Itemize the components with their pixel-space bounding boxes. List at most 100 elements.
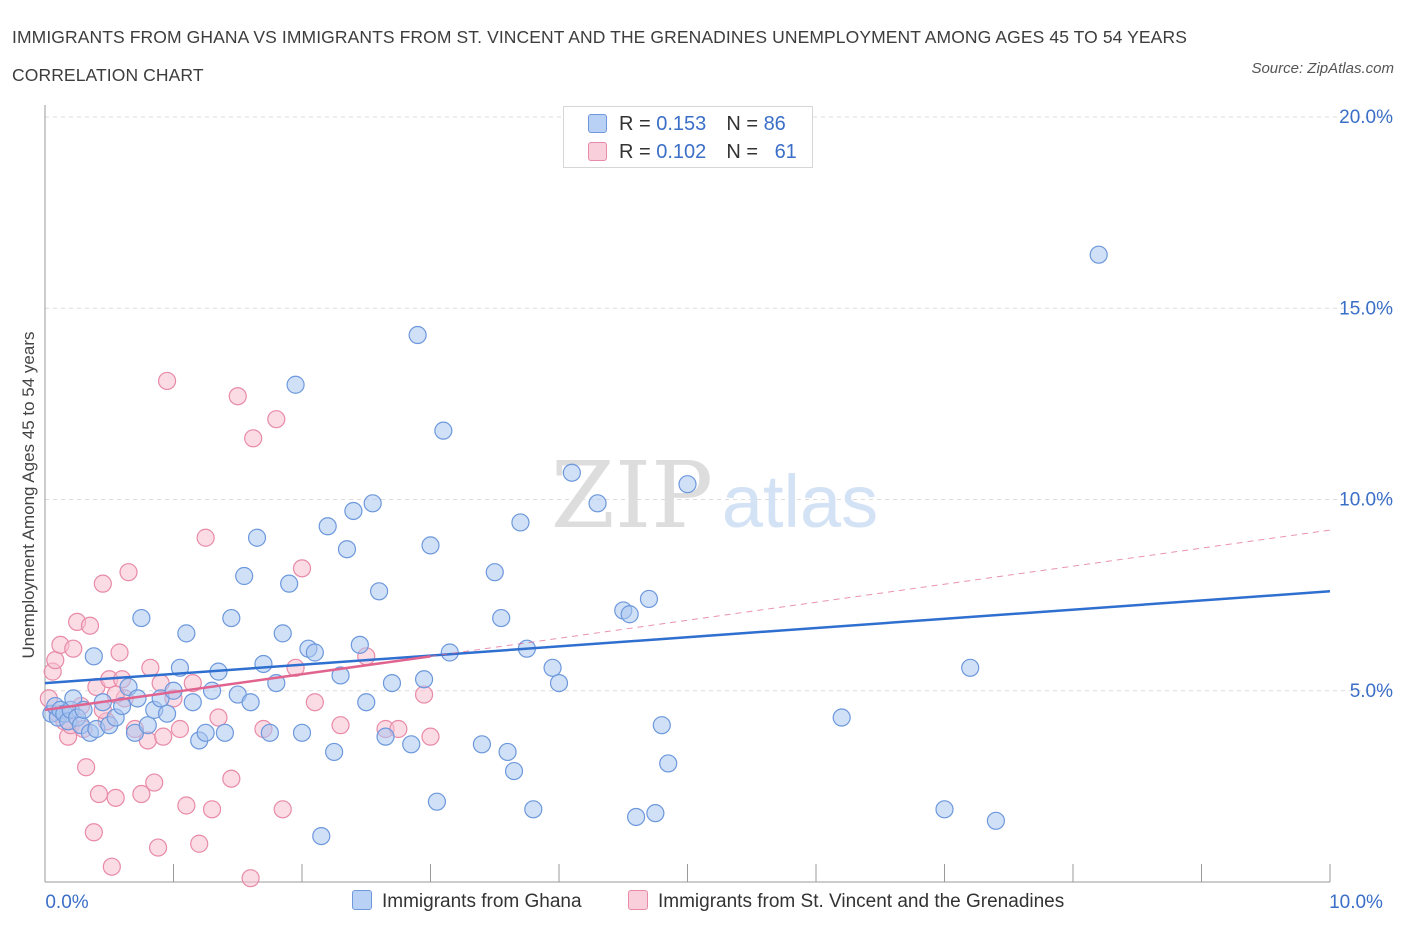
stvincent-point <box>228 387 247 406</box>
ghana-point <box>318 517 337 536</box>
stvincent-point <box>273 800 292 819</box>
ghana-point <box>434 421 453 440</box>
legend-r-label: R = <box>619 113 657 135</box>
stvincent-point <box>421 727 440 746</box>
stvincent-point <box>170 719 190 739</box>
stvincent-point <box>106 788 125 807</box>
y-tick-label: 15.0% <box>1339 298 1393 319</box>
ghana-point <box>382 673 402 693</box>
stvincent-point <box>157 371 177 391</box>
ghana-point <box>215 723 234 742</box>
stvincent-point <box>141 658 160 677</box>
series-stvincent-points <box>39 371 440 888</box>
stvincent-point <box>80 616 100 635</box>
ghana-point <box>562 463 581 482</box>
trend-lines <box>44 529 1331 712</box>
stvincent-point <box>46 651 65 670</box>
ghana-point <box>402 735 421 754</box>
ghana-point <box>511 513 530 532</box>
stvincent-point <box>93 574 112 593</box>
ghana-point <box>325 742 344 762</box>
chart-title: IMMIGRANTS FROM GHANA VS IMMIGRANTS FROM… <box>12 27 1187 85</box>
ghana-point <box>337 540 357 559</box>
ghana-point <box>254 654 273 674</box>
legend-swatch-pink <box>588 142 607 161</box>
ghana-point <box>235 566 254 586</box>
ghana-point <box>659 754 678 773</box>
ghana-point <box>292 723 312 742</box>
source-label: Source: ZipAtlas.com <box>1251 60 1394 77</box>
ghana-point <box>620 605 639 624</box>
bottom-legend-swatch-pink <box>628 890 648 910</box>
ghana-point <box>305 643 324 662</box>
stvincent-point <box>331 716 350 735</box>
ghana-point <box>241 693 260 712</box>
ghana-point <box>273 624 292 643</box>
y-tick-label: 20.0% <box>1339 107 1393 128</box>
watermark: ZIP atlas <box>551 442 878 549</box>
legend-n-label: N = <box>726 141 764 163</box>
stvincent-point <box>154 727 173 746</box>
tick-labels: 5.0% 10.0% 15.0% 20.0% 0.0% 10.0% <box>45 107 1393 913</box>
x-tick-label: 10.0% <box>1329 892 1383 913</box>
stvincent-point <box>222 769 241 788</box>
ghana-point <box>524 800 543 819</box>
ghana-point <box>935 800 954 819</box>
stvincent-point <box>196 528 215 547</box>
ghana-point <box>498 742 517 762</box>
ghana-point <box>370 582 389 601</box>
legend-n-value: 86 <box>763 113 786 135</box>
stvincent-point <box>292 559 312 578</box>
grid-lines <box>45 116 1392 692</box>
ghana-point <box>350 635 369 654</box>
ghana-point <box>472 735 491 754</box>
ghana-point <box>427 792 447 811</box>
y-tick-label: 5.0% <box>1350 681 1393 702</box>
stvincent-point <box>183 673 202 693</box>
ghana-point <box>646 804 665 823</box>
ghana-point <box>678 475 697 494</box>
ghana-point <box>492 608 511 628</box>
legend-swatch-blue <box>588 114 607 133</box>
ghana-point <box>84 647 103 666</box>
ghana-point <box>986 811 1006 830</box>
ghana-point <box>421 536 440 555</box>
ghana-point <box>588 494 607 513</box>
ghana-trend-line <box>44 590 1331 685</box>
axes <box>44 105 1331 883</box>
legend-n-value: 61 <box>774 141 797 163</box>
ghana-point <box>222 608 241 628</box>
legend-row-ghana: R = 0.153 N = 86 <box>588 113 786 135</box>
ghana-point <box>1089 245 1108 264</box>
x-tick-label: 0.0% <box>45 892 88 913</box>
ghana-point <box>504 761 524 781</box>
stvincent-point <box>241 869 260 888</box>
ghana-point <box>543 658 562 677</box>
stvincent-point <box>84 823 103 842</box>
ghana-point <box>177 624 196 643</box>
stvincent-point <box>64 639 83 658</box>
stvincent-point <box>209 708 228 727</box>
ghana-point <box>331 666 350 685</box>
ghana-point <box>183 693 202 712</box>
ghana-point <box>157 704 177 723</box>
y-axis-label: Unemployment Among Ages 45 to 54 years <box>19 332 38 659</box>
stvincent-point <box>190 834 209 853</box>
legend-row-stvincent: R = 0.102 N = 61 <box>588 141 797 163</box>
stvincent-point <box>267 410 286 429</box>
stvincent-point <box>244 429 263 448</box>
ghana-point <box>247 528 267 547</box>
stvincent-point <box>132 784 151 804</box>
ghana-point <box>138 716 157 735</box>
ghana-point <box>414 670 434 689</box>
ghana-point <box>363 494 382 513</box>
stvincent-point <box>414 685 434 704</box>
ghana-point <box>112 696 132 716</box>
stvincent-point <box>102 857 121 876</box>
stvincent-point <box>89 784 109 804</box>
legend-r-value: 0.102 <box>656 141 707 163</box>
ghana-point <box>357 693 376 712</box>
bottom-legend-stvincent: Immigrants from St. Vincent and the Gren… <box>628 890 1064 913</box>
ghana-point <box>260 723 279 742</box>
